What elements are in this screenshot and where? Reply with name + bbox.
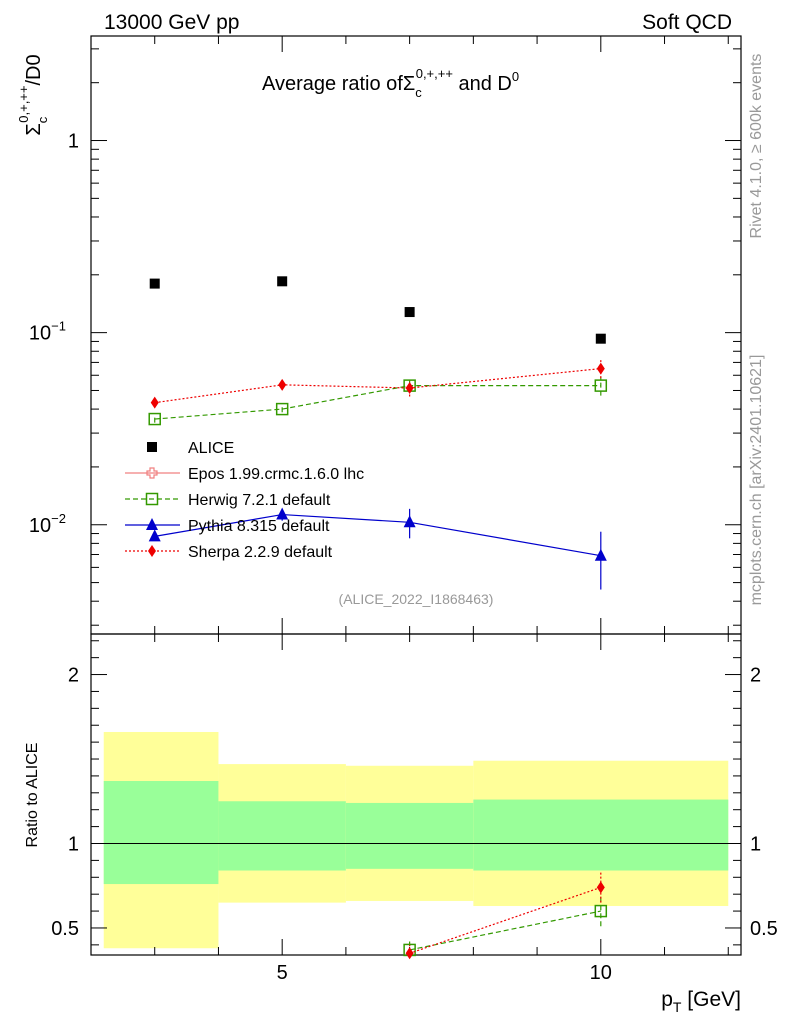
ratio-uncertainty-bands (103, 731, 729, 949)
data-point (596, 362, 605, 375)
ratio-panel-axes: 0.5 0.5 1 1 2 2 5 10 (51, 633, 778, 984)
band-inner-2 (345, 802, 474, 869)
data-point (148, 412, 161, 426)
legend-marker-3 (146, 518, 158, 530)
ratio-y-tick-label-right: 0.5 (750, 918, 778, 940)
data-point (276, 507, 289, 520)
data-point (278, 378, 287, 391)
ratio-y-tick-label-left: 1 (68, 833, 79, 855)
data-point (275, 402, 289, 416)
data-point (404, 307, 415, 318)
legend-label-0: ALICE (188, 440, 234, 457)
legend-label-3: Pythia 8.315 default (188, 518, 330, 535)
legend-marker-0 (147, 442, 157, 452)
data-point (277, 276, 288, 287)
rivet-label: Rivet 4.1.0, ≥ 600k events (748, 54, 765, 239)
mcplots-label: mcplots.cern.ch [arXiv:2401.10621] (748, 355, 765, 606)
data-point (149, 278, 160, 289)
y-tick-base: 10 (29, 515, 51, 537)
legend: ALICE Epos 1.99.crmc.1.6.0 lhc Herwig 7.2.… (125, 440, 364, 561)
legend-marker-2 (145, 492, 159, 506)
legend-label-1: Epos 1.99.crmc.1.6.0 lhc (188, 466, 364, 483)
data-point (594, 548, 607, 561)
legend-label-2: Herwig 7.2.1 default (188, 492, 331, 509)
legend-marker-1 (146, 467, 158, 479)
analysis-watermark: (ALICE_2022_I1868463) (339, 591, 494, 607)
series-line-3 (154, 513, 601, 557)
y-tick-label: 10−1 (29, 319, 66, 345)
series-line-4 (154, 367, 601, 404)
band-inner-1 (218, 801, 346, 871)
y-tick-label: 1 (68, 131, 79, 153)
series-line-0 (409, 910, 601, 951)
data-point (594, 379, 608, 392)
main-panel-series (148, 276, 608, 590)
y-tick-base: 1 (68, 131, 79, 153)
ratio-y-label: Ratio to ALICE (24, 743, 41, 848)
data-point (594, 904, 608, 918)
main-panel-axes: 110−110−2 (29, 35, 742, 635)
band-inner-0 (103, 780, 219, 885)
x-tick-label: 10 (590, 962, 612, 984)
y-tick-label: 10−2 (29, 511, 66, 537)
x-axis-label: pT [GeV] (661, 988, 741, 1015)
y-tick-exp: −2 (51, 511, 66, 526)
data-point (403, 515, 416, 528)
y-tick-base: 10 (29, 323, 51, 345)
band-inner-3 (473, 799, 729, 871)
legend-label-4: Sherpa 2.2.9 default (188, 544, 333, 561)
ratio-y-tick-label-left: 0.5 (51, 918, 79, 940)
header-energy: 13000 GeV pp (104, 11, 239, 34)
x-tick-label: 5 (277, 962, 288, 984)
series-line-2 (154, 385, 601, 420)
main-y-label: Σc0,+,++/D0 (16, 54, 50, 135)
ratio-panel-series (403, 872, 608, 960)
data-point (150, 396, 159, 409)
data-point (405, 947, 414, 960)
ratio-y-tick-label-right: 1 (750, 833, 761, 855)
main-title: Average ratio ofΣc0,+,++ and D0 (262, 66, 519, 100)
data-point (596, 881, 605, 894)
data-point (595, 333, 606, 344)
data-point (405, 382, 414, 395)
ratio-frame (90, 633, 742, 956)
header-category: Soft QCD (642, 11, 732, 34)
ratio-y-tick-label-right: 2 (750, 665, 761, 687)
ratio-y-tick-label-left: 2 (68, 665, 79, 687)
legend-marker-4 (148, 545, 156, 557)
data-point (148, 529, 161, 542)
series-line-1 (409, 886, 601, 954)
y-tick-exp: −1 (51, 319, 66, 334)
